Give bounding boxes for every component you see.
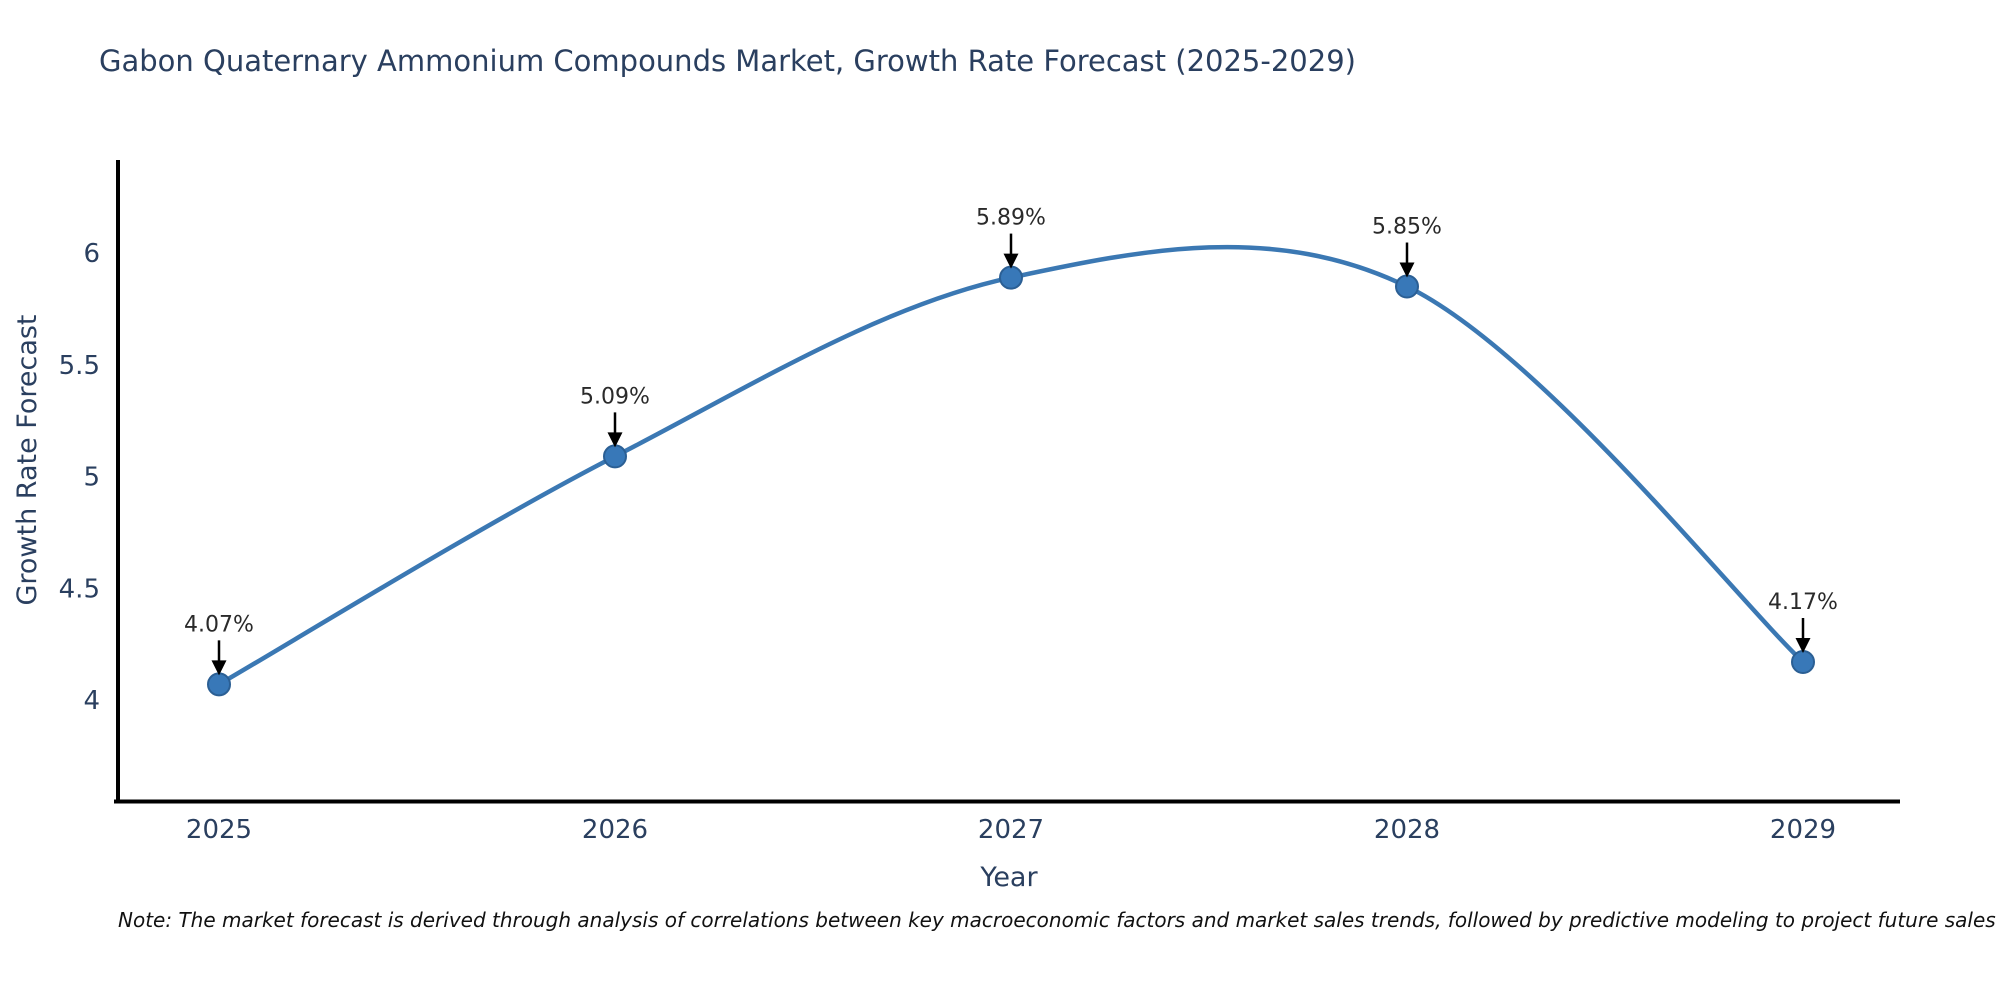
y-tick-label: 6	[83, 239, 100, 269]
annotation-arrowhead	[1795, 638, 1811, 654]
y-tick-label: 4.5	[59, 574, 100, 604]
annotation-arrowhead	[1399, 262, 1415, 278]
x-tick-label: 2029	[1770, 815, 1836, 845]
data-point-marker	[207, 672, 231, 697]
data-point-marker	[603, 444, 627, 469]
footnote-text: Note: The market forecast is derived thr…	[118, 908, 1996, 932]
data-point-marker	[1395, 274, 1419, 299]
data-point-marker	[999, 265, 1023, 290]
annotation-arrowhead	[607, 432, 623, 448]
x-tick-label: 2026	[582, 815, 648, 845]
data-point-marker	[1791, 650, 1815, 675]
annotation-arrowhead	[211, 660, 227, 676]
data-point-label: 4.17%	[1768, 590, 1838, 615]
x-tick-label: 2025	[186, 815, 252, 845]
y-tick-label: 5	[83, 463, 100, 493]
data-point-label: 5.89%	[976, 206, 1046, 231]
y-axis-title: Growth Rate Forecast	[12, 314, 43, 606]
data-point-label: 5.09%	[580, 384, 650, 409]
data-point-label: 4.07%	[184, 612, 254, 637]
x-tick-label: 2028	[1374, 815, 1440, 845]
forecast-line	[217, 244, 1805, 687]
x-tick-label: 2027	[978, 815, 1044, 845]
data-point-label: 5.85%	[1372, 215, 1442, 240]
chart-title: Gabon Quaternary Ammonium Compounds Mark…	[99, 44, 1356, 78]
y-tick-label: 4	[83, 686, 100, 716]
annotation-arrowhead	[1003, 253, 1019, 269]
y-tick-label: 5.5	[59, 351, 100, 381]
x-axis-title: Year	[980, 862, 1038, 893]
